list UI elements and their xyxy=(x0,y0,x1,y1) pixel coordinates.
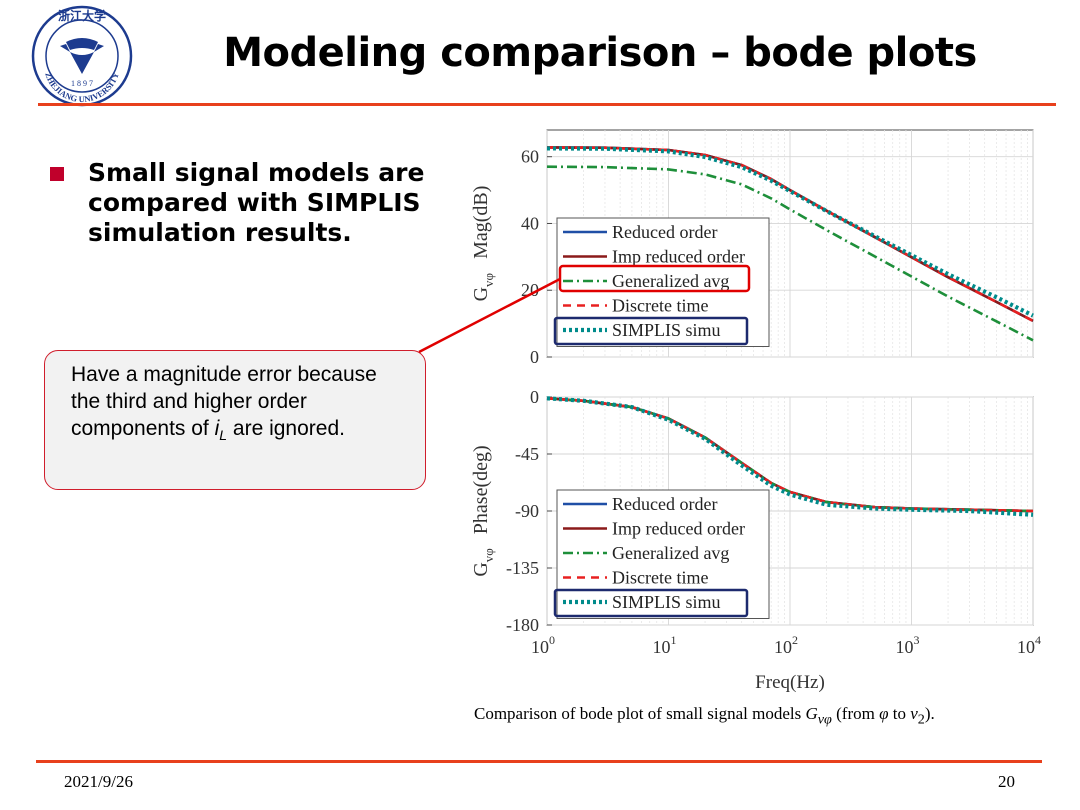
generalized-avg-highlight xyxy=(558,264,751,293)
mag-y-axis-label: GvφMag(dB) xyxy=(470,186,496,302)
phase-legend-label: Generalized avg xyxy=(612,543,729,563)
mag-legend-label: Discrete time xyxy=(612,296,708,316)
bullet-square-icon xyxy=(50,167,64,181)
x-tick-label: 101 xyxy=(653,633,677,657)
phase-legend-label: Imp reduced order xyxy=(612,519,745,539)
y-tick-label: 20 xyxy=(521,280,539,300)
mag-series-simplis-simu xyxy=(546,146,1034,318)
callout-text-end: are ignored. xyxy=(227,417,345,440)
y-tick-label: 0 xyxy=(530,387,539,407)
footer-divider xyxy=(36,760,1042,763)
y-tick-label: -135 xyxy=(506,558,539,578)
svg-text:GvφPhase(deg): GvφPhase(deg) xyxy=(470,445,496,576)
phase-y-axis-label: GvφPhase(deg) xyxy=(470,445,496,576)
callout-text-start: Have a magnitude error because the third… xyxy=(71,363,377,440)
phase-legend-label: Reduced order xyxy=(612,494,717,514)
phase-plot: 100 101 102 103 104 0 -45 -90 -135 -180 GvφPhase(d… xyxy=(470,387,1041,693)
callout-variable: iL xyxy=(214,417,228,444)
phase-legend-label: SIMPLIS simu xyxy=(612,592,721,612)
page-number: 20 xyxy=(998,772,1015,791)
slide-title: Modeling comparison – bode plots xyxy=(223,30,977,76)
phase-simplis-highlight xyxy=(553,588,749,618)
phase-legend-label: Discrete time xyxy=(612,568,708,588)
magnitude-plot: 0 20 40 60 GvφMag(dB) Reduced order Imp reduce… xyxy=(470,129,1034,367)
mag-legend-label: Generalized avg xyxy=(612,271,729,291)
highlight-overlay xyxy=(418,264,751,354)
y-tick-label: 40 xyxy=(521,213,539,233)
x-tick-label: 104 xyxy=(1017,633,1041,657)
mag-legend-label: Reduced order xyxy=(612,222,717,242)
x-axis-label: Freq(Hz) xyxy=(755,672,825,693)
seal-chinese-name: 浙江大学 xyxy=(58,8,106,23)
title-divider xyxy=(38,103,1056,106)
svg-text:GvφMag(dB): GvφMag(dB) xyxy=(470,186,496,302)
mag-legend-label: Imp reduced order xyxy=(612,247,745,267)
y-tick-label: -45 xyxy=(515,444,539,464)
mag-series-generalized-avg xyxy=(546,165,1034,342)
bullet-text: Small signal models are compared with SI… xyxy=(88,158,425,247)
mag-simplis-highlight xyxy=(553,316,749,346)
y-tick-label: 60 xyxy=(521,147,539,167)
magnitude-error-callout: Have a magnitude error because the third… xyxy=(44,350,426,490)
mag-legend-label: SIMPLIS simu xyxy=(612,320,721,340)
seal-year: 1 8 9 7 xyxy=(71,79,93,88)
figure-caption: Comparison of bode plot of small signal … xyxy=(474,704,935,728)
callout-connector-line xyxy=(418,277,561,354)
y-tick-label: -180 xyxy=(506,615,539,635)
x-tick-label: 103 xyxy=(896,633,920,657)
phase-series-simplis-simu xyxy=(546,396,1034,517)
x-tick-label: 102 xyxy=(774,633,798,657)
x-tick-label: 100 xyxy=(531,633,555,657)
y-tick-label: 0 xyxy=(530,347,539,367)
university-seal: 浙江大学 1 8 9 7 ZHEJIANG UNIVERSITY xyxy=(31,5,133,107)
footer-date: 2021/9/26 xyxy=(64,772,133,791)
y-tick-label: -90 xyxy=(515,501,539,521)
